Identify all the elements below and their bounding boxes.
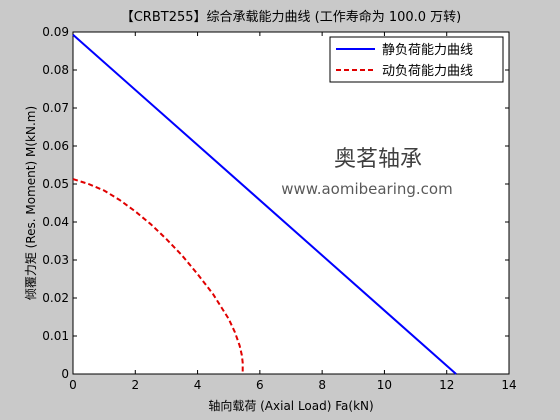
watermark-brand: 奥茗轴承 — [334, 147, 422, 172]
y-tick-label: 0.08 — [42, 63, 69, 77]
chart-title: 【CRBT255】综合承载能力曲线 (工作寿命为 100.0 万转) — [121, 9, 462, 25]
series-line-static — [72, 33, 457, 375]
y-axis-label: 倾覆力矩 (Res. Moment) M(kN.m) — [24, 106, 38, 300]
x-tick-label: 6 — [256, 378, 264, 392]
x-tick-label: 2 — [131, 378, 139, 392]
x-axis-label: 轴向载荷 (Axial Load) Fa(kN) — [208, 398, 373, 413]
y-tick-label: 0.04 — [42, 215, 69, 229]
legend-label-static: 静负荷能力曲线 — [382, 43, 473, 58]
y-tick-label: 0.07 — [42, 101, 69, 115]
x-tick-label: 14 — [501, 378, 516, 392]
legend: 静负荷能力曲线 动负荷能力曲线 — [329, 36, 504, 83]
y-tick-label: 0.01 — [42, 329, 69, 343]
plot-area — [72, 31, 510, 375]
y-tick-label: 0.09 — [42, 25, 69, 39]
series-layer — [72, 33, 457, 375]
watermark-url: www.aomibearing.com — [281, 180, 452, 198]
x-tick-label: 12 — [439, 378, 454, 392]
y-tick-label: 0.03 — [42, 253, 69, 267]
y-tick-label: 0 — [61, 367, 69, 381]
series-line-dynamic — [72, 178, 244, 374]
legend-label-dynamic: 动负荷能力曲线 — [382, 64, 473, 79]
y-tick-label: 0.05 — [42, 177, 69, 191]
y-tick-label: 0.02 — [42, 291, 69, 305]
watermark: 奥茗轴承 www.aomibearing.com — [281, 147, 452, 198]
axis-ticks: 0 2 4 6 8 10 12 14 0 0.01 0.02 0.03 0.04 0.05 0.06 0.07… — [42, 25, 516, 392]
x-tick-label: 10 — [377, 378, 392, 392]
x-tick-label: 0 — [69, 378, 77, 392]
x-tick-label: 4 — [194, 378, 202, 392]
x-tick-label: 8 — [318, 378, 326, 392]
legend-box — [329, 36, 504, 83]
y-tick-label: 0.06 — [42, 139, 69, 153]
